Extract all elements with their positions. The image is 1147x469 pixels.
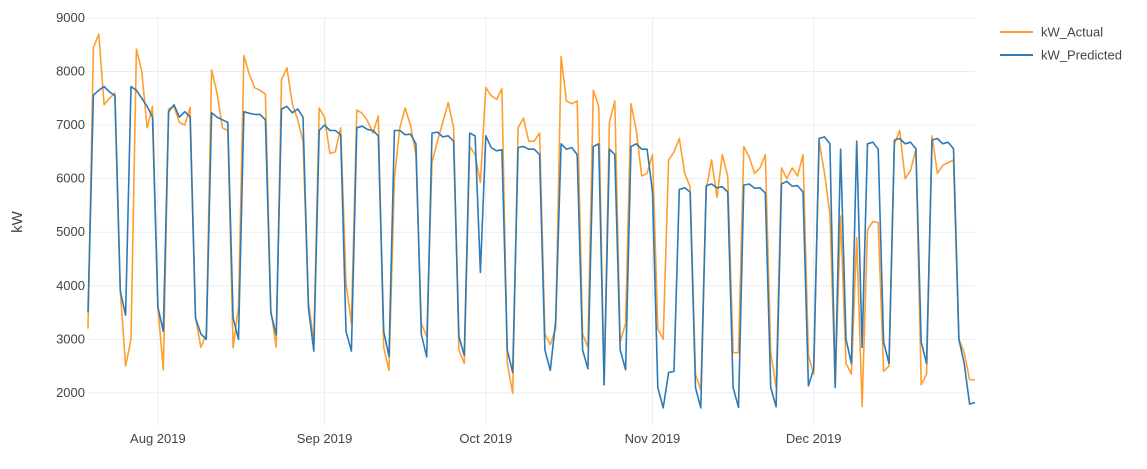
- legend-item-kw-actual[interactable]: kW_Actual: [1000, 25, 1103, 40]
- y-tick-label: 5000: [56, 224, 85, 239]
- x-tick-label: Oct 2019: [459, 431, 512, 446]
- x-tick-label: Nov 2019: [625, 431, 681, 446]
- legend-item-kw-predicted[interactable]: kW_Predicted: [1000, 48, 1122, 63]
- y-tick-label: 2000: [56, 385, 85, 400]
- series-lines: [87, 33, 976, 409]
- y-tick-label: 7000: [56, 117, 85, 132]
- legend[interactable]: kW_Actual kW_Predicted: [1000, 25, 1122, 63]
- x-tick-label: Sep 2019: [297, 431, 353, 446]
- legend-label: kW_Actual: [1041, 25, 1103, 40]
- y-tick-label: 3000: [56, 331, 85, 346]
- y-tick-label: 9000: [56, 10, 85, 25]
- x-axis-ticks: Aug 2019 Sep 2019 Oct 2019 Nov 2019 Dec 2019: [130, 431, 842, 446]
- y-axis-ticks: 2000 3000 4000 5000 6000 7000 8000 9000: [56, 10, 85, 400]
- y-axis-title: kW: [9, 210, 26, 233]
- y-tick-label: 4000: [56, 278, 85, 293]
- x-tick-label: Aug 2019: [130, 431, 186, 446]
- y-tick-label: 8000: [56, 64, 85, 79]
- series-line-kw-predicted: [87, 85, 976, 409]
- y-tick-label: 6000: [56, 171, 85, 186]
- x-tick-label: Dec 2019: [786, 431, 842, 446]
- legend-label: kW_Predicted: [1041, 48, 1122, 63]
